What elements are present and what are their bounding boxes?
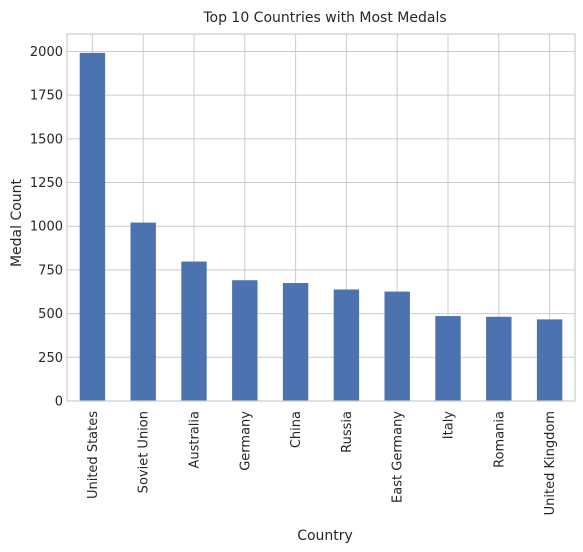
y-tick-label: 750 (38, 263, 63, 278)
x-tick-label: Soviet Union (137, 411, 152, 493)
bar (282, 283, 309, 401)
x-tick-label: Germany (238, 411, 253, 471)
x-tick-label: Romania (492, 411, 507, 468)
x-tick-label: Australia (188, 411, 203, 469)
chart-title: Top 10 Countries with Most Medals (202, 10, 446, 26)
x-tick-label: United Kingdom (543, 411, 558, 515)
bar (130, 222, 156, 401)
y-tick-label: 500 (38, 307, 63, 322)
x-tick-label: China (289, 411, 304, 448)
x-tick-label: United States (86, 411, 101, 499)
y-tick-label: 250 (38, 351, 63, 366)
plot-frame (66, 33, 576, 402)
y-axis-label: Medal Count (9, 178, 25, 267)
x-tick-label: Russia (340, 411, 355, 453)
bar (181, 261, 207, 401)
bar (536, 319, 563, 401)
x-tick-label: Italy (442, 411, 457, 440)
y-tick-label: 1000 (30, 220, 63, 235)
bar (333, 289, 360, 401)
bar (435, 316, 461, 401)
y-tick-label: 1750 (30, 89, 63, 104)
y-tick-label: 1250 (30, 176, 63, 191)
bar (486, 316, 512, 401)
y-tick-label: 2000 (30, 45, 63, 60)
bar (232, 280, 258, 401)
x-axis-label: Country (297, 528, 353, 544)
y-tick-label: 1500 (30, 132, 63, 147)
x-tick-label: East Germany (391, 411, 406, 503)
bar (79, 52, 106, 401)
bar (384, 291, 410, 401)
x-tick-labels: United States Soviet Union Australia German… (86, 411, 558, 516)
y-tick-label: 0 (55, 395, 63, 410)
bars (79, 52, 563, 401)
y-tick-labels: 0 250 500 750 1000 1250 1500 1750 2000 (30, 45, 63, 410)
